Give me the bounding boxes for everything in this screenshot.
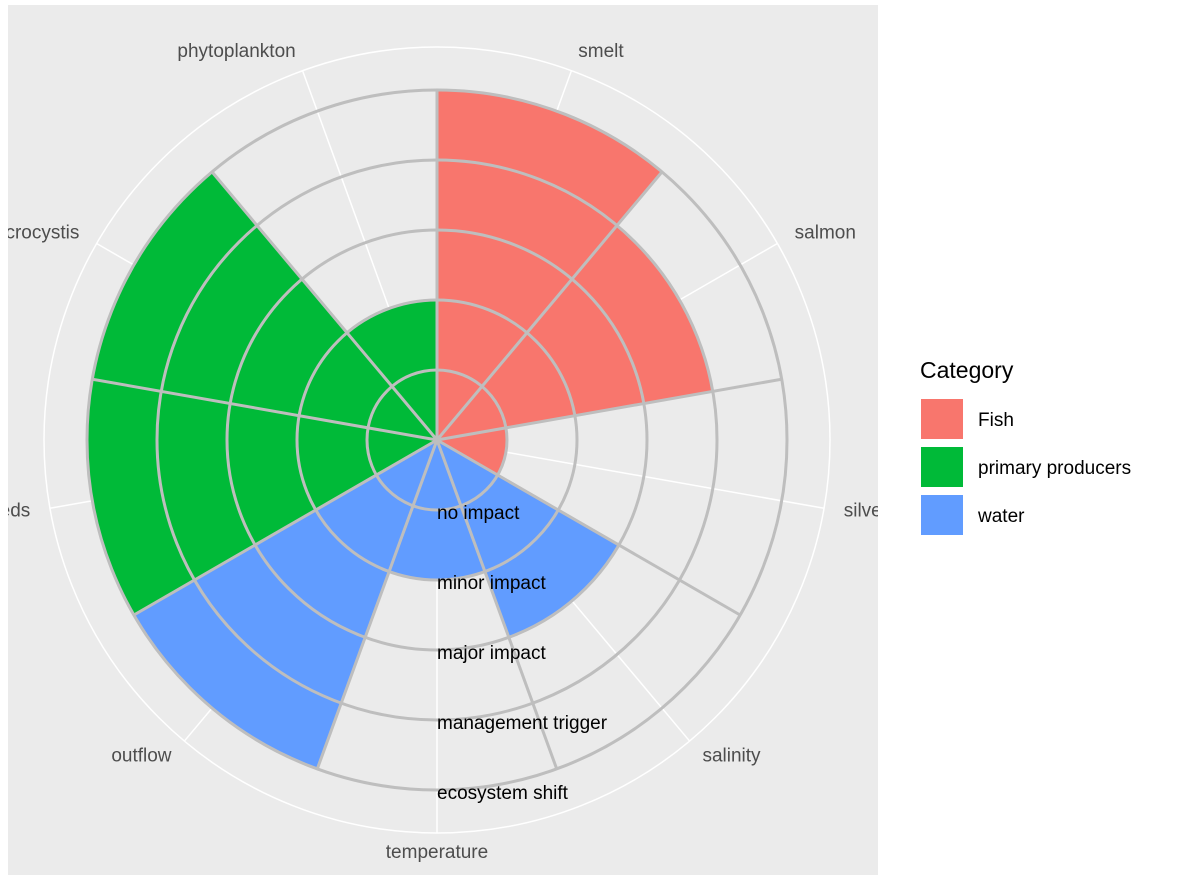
bar	[437, 427, 507, 475]
category-label: salmon	[795, 223, 856, 244]
legend-key	[919, 493, 965, 537]
plot-panel: no impact minor impact major impact managem…	[0, 41, 889, 863]
category-label: phytoplankton	[177, 41, 295, 62]
bar	[437, 225, 713, 440]
category-label: silver	[844, 501, 889, 522]
sector-boundary	[435, 170, 664, 441]
category-label: weeds	[0, 501, 30, 522]
category-label: outflow	[111, 745, 171, 766]
sector-boundary	[315, 439, 439, 770]
bar	[86, 379, 438, 615]
bar	[437, 90, 662, 440]
legend-label: primary producers	[978, 458, 1131, 479]
category-label: smelt	[578, 41, 624, 62]
bar	[92, 171, 437, 440]
sector-boundary	[436, 377, 782, 442]
sector-boundary	[133, 438, 438, 617]
sector-boundary	[92, 377, 438, 442]
legend-key	[919, 445, 965, 489]
legend-label: water	[977, 506, 1025, 527]
bar	[133, 440, 437, 769]
ring-label: minor impact	[437, 573, 546, 594]
legend-title: Category	[920, 357, 1014, 383]
ring-label: management trigger	[437, 713, 608, 734]
ring-label: no impact	[437, 503, 520, 524]
legend-key	[919, 397, 965, 441]
ring-label: ecosystem shift	[437, 783, 569, 804]
category-label: salinity	[702, 745, 761, 766]
bar	[347, 300, 437, 440]
sector-boundary	[210, 170, 439, 441]
legend-label: Fish	[978, 410, 1014, 431]
category-label: temperature	[386, 842, 488, 863]
ring-label: major impact	[437, 643, 546, 664]
bar	[437, 440, 619, 638]
sector-boundary	[435, 439, 559, 770]
sector-boundary	[436, 438, 741, 617]
category-label: microcystis	[0, 223, 79, 244]
